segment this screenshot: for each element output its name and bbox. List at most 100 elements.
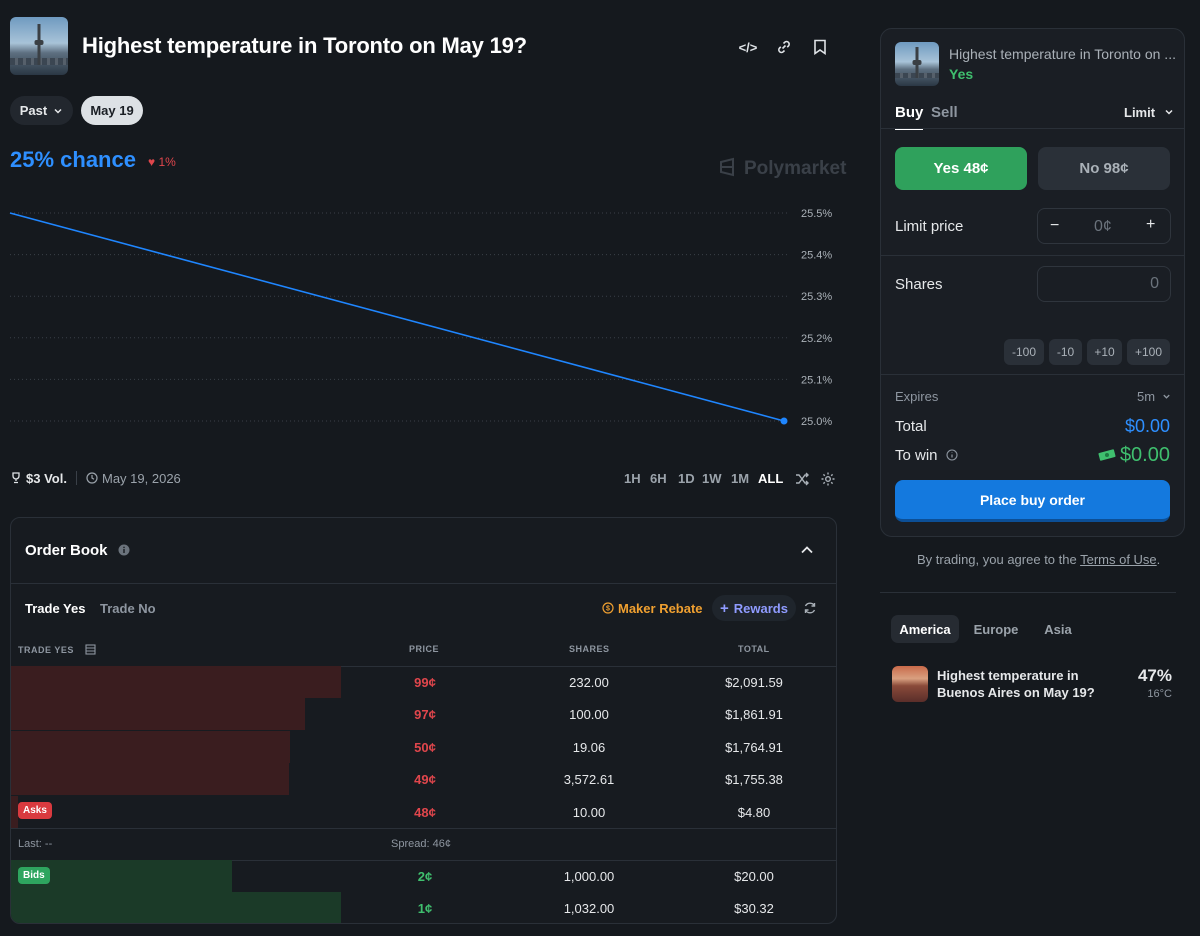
chevron-down-icon [54, 108, 62, 114]
ask-price: 49¢ [414, 772, 436, 788]
bid-row[interactable]: 2¢ 1,000.00 $20.00 [11, 860, 836, 892]
bid-price: 2¢ [417, 869, 433, 884]
tab-europe[interactable]: Europe [973, 621, 1019, 637]
polymarket-logo-icon [720, 157, 734, 177]
bid-price: 1¢ [417, 901, 433, 917]
bid-shares: 1,032.00 [563, 901, 615, 917]
y-tick-label: 25.2% [801, 333, 832, 345]
info-icon[interactable] [118, 544, 130, 556]
down-triangle-icon: ♥ [148, 155, 156, 169]
y-tick-label: 25.0% [801, 416, 832, 428]
ask-row[interactable]: 99¢ 232.00 $2,091.59 [11, 666, 836, 698]
date-pill-may-19[interactable]: May 19 [81, 96, 143, 125]
settings-gear-icon[interactable] [820, 471, 836, 492]
shares-label: Shares [895, 276, 943, 293]
divider [11, 860, 836, 861]
column-trade-yes: TRADE YES [18, 644, 96, 655]
related-market-item[interactable]: Highest temperature in Buenos Aires on M… [892, 666, 1176, 706]
ask-depth-bar [11, 763, 290, 796]
collapse-chevron-up-icon[interactable] [799, 542, 815, 563]
range-1h[interactable]: 1H [624, 471, 641, 486]
tab-trade-no[interactable]: Trade No [100, 601, 156, 616]
chevron-down-icon [1163, 394, 1170, 399]
ask-row[interactable]: 97¢ 100.00 $1,861.91 [11, 698, 836, 731]
market-thumbnail [10, 17, 68, 75]
ask-shares: 10.00 [572, 804, 606, 820]
chance-value: 25% chance [10, 147, 136, 172]
limit-price-label: Limit price [895, 218, 964, 235]
tab-america[interactable]: America [891, 615, 959, 643]
to-win-label: To win [895, 447, 958, 464]
trade-market-title: Highest temperature in Toronto on ... [949, 46, 1176, 62]
no-outcome-button[interactable]: No 98¢ [1038, 147, 1170, 190]
shares-minus-10-chip[interactable]: -10 [1049, 339, 1082, 365]
tab-sell[interactable]: Sell [931, 104, 958, 121]
total-value: $0.00 [1124, 416, 1170, 436]
trade-outcome: Yes [949, 66, 974, 82]
range-all[interactable]: ALL [758, 471, 784, 486]
divider [880, 592, 1176, 593]
bids-badge: Bids [18, 867, 50, 884]
svg-text:$: $ [606, 606, 610, 613]
bid-row[interactable]: 1¢ 1,032.00 $30.32 [11, 892, 836, 923]
shuffle-icon[interactable] [794, 471, 810, 492]
y-tick-label: 25.5% [801, 208, 832, 220]
trade-panel: Highest temperature in Toronto on ... Ye… [880, 28, 1185, 537]
ask-price: 50¢ [414, 739, 436, 755]
related-market-thumbnail [892, 666, 928, 702]
ask-row[interactable]: 50¢ 19.06 $1,764.91 [11, 730, 836, 763]
shares-input[interactable]: 0 [1037, 266, 1171, 302]
range-1m[interactable]: 1M [731, 471, 750, 486]
tab-buy[interactable]: Buy [895, 104, 924, 130]
past-dropdown[interactable]: Past [10, 96, 73, 125]
ask-shares: 19.06 [572, 739, 606, 755]
ask-row[interactable]: 49¢ 3,572.61 $1,755.38 [11, 763, 836, 796]
shares-plus-10-chip[interactable]: +10 [1087, 339, 1122, 365]
place-buy-order-button[interactable]: Place buy order [895, 480, 1170, 522]
divider [11, 666, 836, 667]
to-win-value: $0.00 [1098, 444, 1170, 467]
ask-shares: 100.00 [569, 707, 609, 723]
shares-minus-100-chip[interactable]: -100 [1004, 339, 1044, 365]
limit-price-stepper[interactable]: − 0¢ + [1037, 208, 1171, 244]
terms-of-use-link[interactable]: Terms of Use [1080, 552, 1157, 567]
info-circle-icon[interactable] [946, 449, 958, 461]
end-date-stat: May 19, 2026 [86, 471, 181, 486]
divider [76, 471, 77, 485]
bookmark-icon[interactable] [810, 37, 830, 57]
trophy-icon [12, 472, 20, 484]
ask-total: $1,764.91 [725, 739, 783, 755]
order-book: Order Book Trade Yes Trade No $ Maker Reb… [10, 517, 837, 924]
ask-total: $1,755.38 [725, 772, 783, 788]
y-tick-label: 25.4% [801, 250, 832, 262]
expires-dropdown[interactable]: 5m [1137, 389, 1171, 404]
bid-total: $30.32 [734, 901, 774, 917]
total-label: Total [895, 418, 927, 435]
embed-code-icon[interactable]: </> [738, 39, 758, 55]
range-1w[interactable]: 1W [702, 471, 722, 486]
tab-trade-yes[interactable]: Trade Yes [25, 601, 86, 616]
ask-row[interactable]: 48¢ 10.00 $4.80 [11, 795, 836, 828]
ask-depth-bar [11, 666, 341, 698]
ask-depth-bar [11, 795, 18, 828]
tab-asia[interactable]: Asia [1044, 621, 1072, 637]
increase-price-button[interactable]: + [1146, 216, 1156, 233]
column-shares: SHARES [569, 644, 610, 654]
ask-total: $2,091.59 [725, 675, 783, 690]
shares-plus-100-chip[interactable]: +100 [1127, 339, 1170, 365]
yes-outcome-button[interactable]: Yes 48¢ [895, 147, 1027, 190]
copy-link-icon[interactable] [774, 37, 794, 57]
ask-depth-bar [11, 698, 305, 731]
range-6h[interactable]: 6H [650, 471, 667, 486]
refresh-icon[interactable] [803, 601, 817, 620]
divider [881, 128, 1184, 129]
order-type-dropdown[interactable]: Limit [1124, 105, 1174, 120]
rewards-button[interactable]: + Rewards [712, 595, 796, 621]
layout-toggle-icon[interactable] [85, 644, 96, 655]
range-1d[interactable]: 1D [678, 471, 695, 486]
maker-rebate-link[interactable]: $ Maker Rebate [602, 601, 703, 616]
ask-price: 97¢ [414, 707, 436, 723]
bid-shares: 1,000.00 [563, 869, 615, 884]
decrease-price-button[interactable]: − [1050, 217, 1060, 234]
